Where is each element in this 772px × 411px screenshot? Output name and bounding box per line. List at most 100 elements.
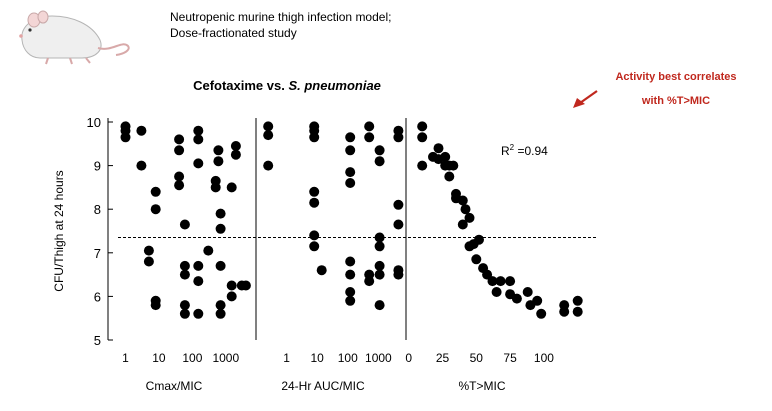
data-point [572,295,583,306]
x-tick-label: 1 [283,351,290,365]
r-squared-label: R2 =0.94 [501,143,548,158]
data-point [215,300,226,311]
x-axis-label: 24-Hr AUC/MIC [281,379,365,393]
data-point [210,182,221,193]
data-point [263,160,274,171]
mouse-icon [19,10,130,65]
data-point [193,260,204,271]
y-tick-label: 5 [94,333,101,348]
x-tick-label: 100 [182,351,202,365]
data-point [316,265,327,276]
y-axis-label: CFU/Thigh at 24 hours [52,170,66,291]
data-point [120,132,131,143]
y-tick-label: 6 [94,289,101,304]
data-point [179,219,190,230]
data-point [393,269,404,280]
header-line-2: Dose-fractionated study [170,26,297,40]
data-point [345,256,356,267]
data-point [393,199,404,210]
chart-title: Cefotaxime vs. S. pneumoniae [193,78,381,93]
data-point [215,308,226,319]
data-point [150,204,161,215]
data-point [440,151,451,162]
data-point [364,121,375,132]
data-point [345,145,356,156]
data-point [263,121,274,132]
data-point [374,269,385,280]
y-tick-label: 9 [94,159,101,174]
data-point [150,300,161,311]
data-point [487,276,498,287]
data-point [203,245,214,256]
x-axis-label: %T>MIC [458,379,505,393]
x-tick-label: 25 [436,351,450,365]
data-point [226,280,237,291]
data-point [215,223,226,234]
data-point [345,287,356,297]
data-point [143,245,154,256]
data-point [522,287,533,297]
data-point [230,141,241,151]
data-point [179,308,190,319]
data-point [174,134,185,145]
x-tick-label: 1000 [212,351,239,365]
data-point [471,254,482,265]
y-tick-label: 8 [94,202,101,217]
data-point [448,160,459,171]
x-tick-label: 10 [152,351,166,365]
data-point [345,269,356,280]
data-point [417,132,428,143]
data-point [345,132,356,143]
data-point [474,234,484,245]
x-tick-label: 100 [534,351,554,365]
data-points [120,121,583,319]
data-point [374,300,385,311]
data-point [345,178,356,188]
data-point [374,145,385,156]
x-axis-label: Cmax/MIC [146,379,203,393]
data-point [345,295,356,306]
data-point [460,204,471,215]
data-point [364,276,375,287]
x-tick-label: 1000 [365,351,392,365]
data-point [491,287,502,297]
data-point [179,269,190,280]
data-point [536,308,547,319]
data-point [374,232,385,243]
y-tick-label: 10 [87,115,101,130]
data-point [136,160,147,171]
data-point [495,276,506,287]
data-point [193,134,204,145]
data-point [174,180,185,191]
data-point [230,149,241,160]
data-point [309,241,320,252]
x-tick-label: 75 [503,351,517,365]
annotation-arrow [573,90,598,108]
data-point [174,171,185,182]
data-point [174,145,185,156]
data-point [309,186,320,197]
data-point [213,145,224,156]
data-point [572,306,583,317]
y-tick-label: 7 [94,246,101,261]
data-point [559,306,570,317]
header-line-1: Neutropenic murine thigh infection model… [170,10,391,24]
data-point [457,219,468,230]
data-point [226,291,237,302]
data-point [309,197,320,208]
data-point [193,276,204,287]
data-point [511,293,522,304]
x-tick-label: 50 [470,351,484,365]
data-point [179,300,190,311]
data-point [374,260,385,271]
data-point [393,132,404,143]
data-point [150,186,161,197]
x-tick-label: 100 [338,351,358,365]
data-point [193,308,204,319]
data-point [193,125,204,136]
data-point [364,132,375,143]
data-point [393,219,404,230]
data-point [417,160,428,171]
